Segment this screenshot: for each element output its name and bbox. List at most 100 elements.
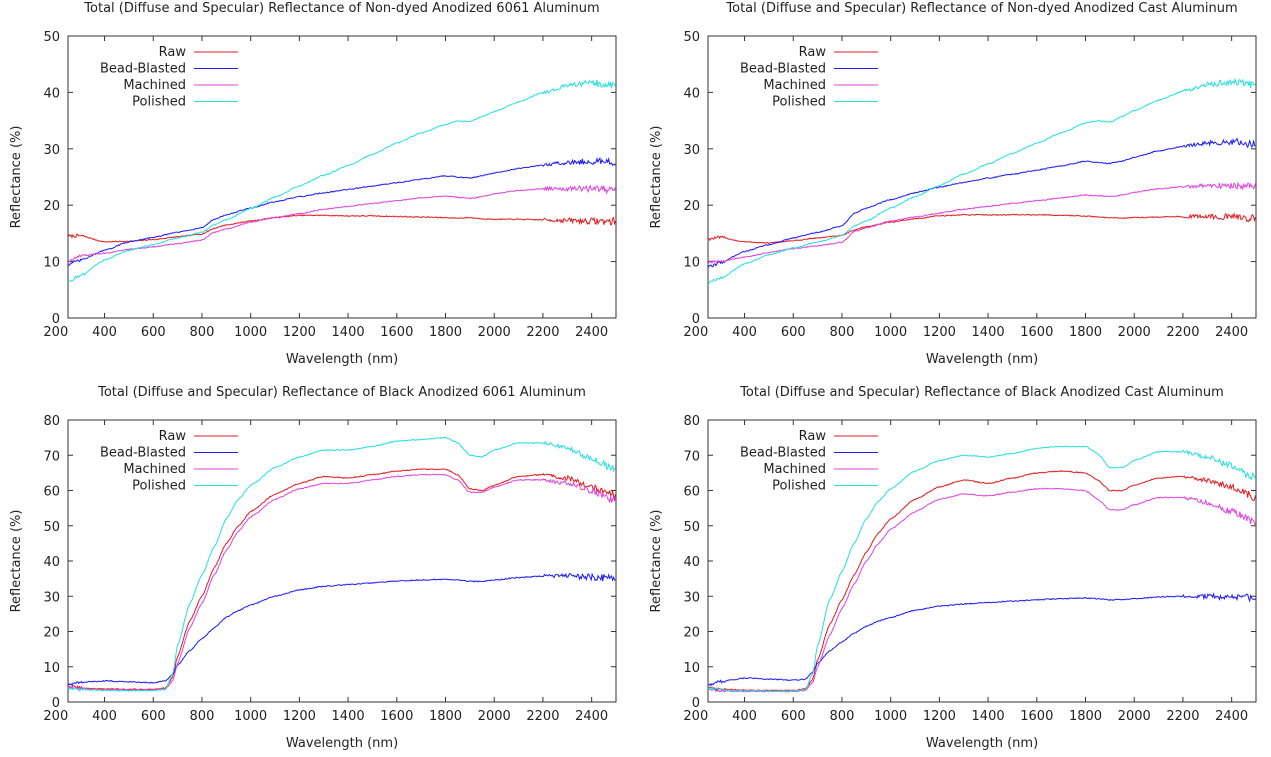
y-tick-label: 30 (683, 590, 700, 605)
series-line-raw (68, 468, 616, 691)
legend-label: Bead-Blasted (740, 446, 826, 461)
plot-frame (707, 35, 1257, 319)
x-tick-label: 1600 (1020, 709, 1053, 724)
chart-1: Total (Diffuse and Specular) Reflectance… (9, 1, 617, 367)
x-tick-label: 400 (92, 709, 117, 724)
y-tick-label: 50 (43, 520, 60, 535)
y-tick-label: 70 (43, 449, 60, 464)
x-tick-label: 400 (732, 325, 757, 340)
x-tick-label: 2400 (1215, 709, 1248, 724)
series-line-raw (708, 470, 1256, 692)
x-tick-label: 2000 (478, 325, 511, 340)
x-tick-label: 1800 (1069, 709, 1102, 724)
y-tick-label: 60 (43, 485, 60, 500)
x-tick-label: 800 (830, 325, 855, 340)
x-tick-label: 200 (683, 709, 708, 724)
chart-3: Total (Diffuse and Specular) Reflectance… (9, 385, 617, 751)
legend-label: Raw (799, 429, 827, 444)
x-tick-label: 1000 (234, 325, 267, 340)
x-tick-label: 600 (781, 709, 806, 724)
y-tick-label: 80 (43, 414, 60, 429)
legend-label: Raw (159, 45, 187, 60)
y-tick-label: 40 (43, 86, 60, 101)
x-tick-label: 600 (141, 709, 166, 724)
y-tick-label: 80 (683, 414, 700, 429)
x-tick-label: 2000 (1118, 325, 1151, 340)
y-tick-label: 20 (683, 626, 700, 641)
x-tick-label: 2400 (575, 325, 608, 340)
x-tick-label: 1600 (380, 709, 413, 724)
x-tick-label: 2000 (1118, 709, 1151, 724)
y-axis-label: Reflectance (%) (9, 510, 24, 613)
legend-label: Bead-Blasted (100, 446, 186, 461)
x-tick-label: 2400 (1215, 325, 1248, 340)
plot-frame (67, 35, 617, 319)
series-line-polished (68, 436, 616, 692)
y-tick-label: 20 (683, 199, 700, 214)
legend-label: Bead-Blasted (740, 62, 826, 77)
y-tick-label: 30 (43, 143, 60, 158)
legend-label: Machined (123, 78, 186, 93)
x-tick-label: 1000 (874, 709, 907, 724)
x-tick-label: 800 (830, 709, 855, 724)
series-line-polished (708, 77, 1256, 285)
y-tick-label: 70 (683, 449, 700, 464)
y-tick-label: 20 (43, 199, 60, 214)
chart-title: Total (Diffuse and Specular) Reflectance… (739, 385, 1224, 400)
series-line-machined (68, 473, 616, 692)
x-axis-label: Wavelength (nm) (286, 736, 398, 751)
y-tick-label: 50 (43, 30, 60, 45)
legend-label: Machined (123, 462, 186, 477)
y-tick-label: 0 (692, 312, 700, 327)
series-line-machined (708, 181, 1256, 265)
y-tick-label: 0 (52, 696, 60, 711)
y-tick-label: 50 (683, 30, 700, 45)
x-tick-label: 1200 (283, 325, 316, 340)
x-tick-label: 1200 (283, 709, 316, 724)
series-line-machined (68, 184, 616, 263)
x-tick-label: 1400 (332, 709, 365, 724)
chart-title: Total (Diffuse and Specular) Reflectance… (97, 385, 586, 400)
legend-label: Polished (772, 95, 826, 110)
x-tick-label: 200 (683, 325, 708, 340)
x-tick-label: 2200 (526, 325, 559, 340)
chart-title: Total (Diffuse and Specular) Reflectance… (725, 1, 1237, 16)
series-line-bead-blasted (708, 592, 1256, 687)
y-axis-label: Reflectance (%) (649, 126, 664, 229)
x-tick-label: 2200 (1166, 325, 1199, 340)
y-tick-label: 10 (43, 661, 60, 676)
x-tick-label: 1000 (874, 325, 907, 340)
chart-title: Total (Diffuse and Specular) Reflectance… (83, 1, 599, 16)
x-tick-label: 800 (190, 325, 215, 340)
x-tick-label: 1000 (234, 709, 267, 724)
chart-2: Total (Diffuse and Specular) Reflectance… (649, 1, 1257, 367)
legend-label: Bead-Blasted (100, 62, 186, 77)
x-tick-label: 400 (92, 325, 117, 340)
x-tick-label: 1200 (923, 325, 956, 340)
y-tick-label: 50 (683, 520, 700, 535)
x-tick-label: 1600 (1020, 325, 1053, 340)
x-tick-label: 1400 (972, 709, 1005, 724)
series-line-raw (68, 214, 616, 243)
x-tick-label: 200 (43, 709, 68, 724)
y-tick-label: 10 (43, 256, 60, 271)
chart-4: Total (Diffuse and Specular) Reflectance… (649, 385, 1257, 751)
legend-label: Polished (132, 95, 186, 110)
y-tick-label: 0 (692, 696, 700, 711)
x-tick-label: 1200 (923, 709, 956, 724)
legend-label: Machined (763, 462, 826, 477)
x-tick-label: 1800 (429, 325, 462, 340)
y-tick-label: 40 (683, 86, 700, 101)
x-tick-label: 200 (43, 325, 68, 340)
legend-label: Polished (132, 479, 186, 494)
x-tick-label: 600 (141, 325, 166, 340)
series-line-polished (708, 445, 1256, 693)
y-axis-label: Reflectance (%) (9, 126, 24, 229)
legend-label: Raw (159, 429, 187, 444)
series-line-bead-blasted (68, 572, 616, 687)
y-tick-label: 40 (683, 555, 700, 570)
y-tick-label: 30 (43, 590, 60, 605)
series-line-polished (68, 79, 616, 283)
x-axis-label: Wavelength (nm) (926, 352, 1038, 367)
